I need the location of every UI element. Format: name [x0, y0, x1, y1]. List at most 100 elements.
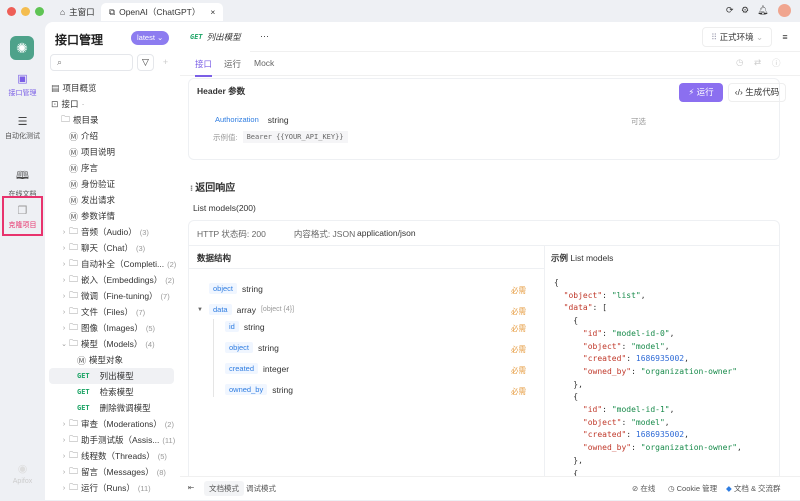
- minimize-window-button[interactable]: [21, 7, 30, 16]
- label: (5): [145, 323, 156, 333]
- maximize-window-button[interactable]: [35, 7, 44, 16]
- api-tree: ▤ 项目概览 ⊡ 接口 · 🗀︎ 根目录 Ⓜ 介绍 Ⓜ 项目说明 Ⓜ 序言 Ⓜ 身份验证 Ⓜ 发出请求 Ⓜ 参数详情…: [45, 80, 180, 496]
- rail-label: 接口管理: [8, 90, 37, 97]
- cookie-button[interactable]: ◷ Cookie 管理: [668, 484, 718, 493]
- tree-folder[interactable]: › 🗀︎ 聊天（Chat） (3): [45, 240, 180, 256]
- label: 运行（Runs）: [81, 483, 135, 493]
- tab-api[interactable]: 接口: [195, 58, 213, 77]
- rail-item-autotest[interactable]: ☰ 自动化测试: [2, 115, 43, 141]
- rail-item-clone[interactable]: ❐ 克隆项目: [2, 196, 43, 236]
- tree-endpoint[interactable]: GET 检索模型: [45, 384, 180, 400]
- chevron-right-icon[interactable]: ›: [62, 324, 66, 332]
- tree-folder[interactable]: › 🗀︎ 音频（Audio） (3): [45, 224, 180, 240]
- chevron-right-icon[interactable]: ›: [62, 452, 66, 460]
- method-badge: GET: [77, 404, 90, 412]
- field-type: string: [242, 283, 263, 294]
- refresh-icon[interactable]: ⟳: [726, 5, 734, 15]
- menu-icon[interactable]: ≡: [782, 32, 788, 42]
- json-line: },: [554, 379, 583, 389]
- folder-icon: 🗀︎: [69, 306, 79, 316]
- tree-folder[interactable]: › 🗀︎ 文件（Files） (7): [45, 304, 180, 320]
- rail-item-docs[interactable]: 🕮︎ 在线文档: [2, 167, 43, 199]
- tree-folder[interactable]: › 🗀︎ 嵌入（Embeddings） (2): [45, 272, 180, 288]
- doc-mode-button[interactable]: 文档模式: [204, 481, 244, 496]
- tree-folder[interactable]: › 🗀︎ 微调（Fine-tuning） (7): [45, 288, 180, 304]
- folder-icon: 🗀︎: [69, 418, 79, 428]
- label: latest: [137, 33, 155, 42]
- tree-doc[interactable]: Ⓜ 发出请求: [45, 192, 180, 208]
- tree-folder[interactable]: › 🗀︎ 运行（Runs） (11): [45, 480, 180, 496]
- tree-doc[interactable]: Ⓜ 身份验证: [45, 176, 180, 192]
- link-icon: ⧉: [109, 6, 116, 17]
- tab-home[interactable]: ⌂ 主窗口: [52, 3, 103, 21]
- chevron-right-icon[interactable]: ›: [62, 484, 66, 492]
- add-button[interactable]: +: [162, 57, 169, 67]
- label: 文件（Files）: [81, 307, 133, 317]
- environment-select[interactable]: ⠿ 正式环境 ⌄: [702, 27, 772, 47]
- tree-folder[interactable]: › 🗀︎ 图像（Images） (5): [45, 320, 180, 336]
- chevron-right-icon[interactable]: ›: [62, 244, 66, 252]
- tree-api-root[interactable]: ⊡ 接口 ·: [51, 98, 85, 110]
- close-window-button[interactable]: [7, 7, 16, 16]
- label: (11): [137, 483, 151, 493]
- bell-icon[interactable]: 🔔︎: [757, 5, 769, 15]
- doc-tab[interactable]: GET 列出模型: [180, 22, 250, 52]
- generate-code-button[interactable]: ‹/› 生成代码: [728, 83, 786, 102]
- history-icon[interactable]: ◷: [736, 57, 744, 67]
- tree-doc[interactable]: Ⓜ 介绍: [45, 128, 180, 144]
- tree-folder[interactable]: › 🗀︎ 助手测试版（Assis... (11): [45, 432, 180, 448]
- online-status[interactable]: ⊘ 在线: [632, 484, 656, 493]
- debug-mode-button[interactable]: 调试模式: [246, 484, 276, 493]
- info-icon[interactable]: ⓘ: [772, 58, 781, 68]
- chevron-right-icon[interactable]: ›: [62, 420, 66, 428]
- tree-folder[interactable]: › 🗀︎ 留言（Messages） (8): [45, 464, 180, 480]
- label: 在线: [640, 484, 656, 493]
- label: 序言: [81, 163, 99, 173]
- tree-doc[interactable]: Ⓜ 模型对象: [45, 352, 180, 368]
- rail-item-api[interactable]: ▣ 接口管理: [2, 72, 43, 98]
- tree-overview[interactable]: ▤ 项目概览: [45, 80, 180, 96]
- folder-open-icon: 🗀︎: [61, 114, 71, 124]
- tree-endpoint[interactable]: GET 删除微调模型: [45, 400, 180, 416]
- chevron-right-icon[interactable]: ›: [62, 436, 66, 444]
- chevron-right-icon[interactable]: ›: [62, 260, 66, 268]
- chevron-right-icon[interactable]: ›: [62, 468, 66, 476]
- chevron-right-icon[interactable]: ›: [62, 308, 66, 316]
- chevron-right-icon[interactable]: ›: [62, 276, 66, 284]
- tree-folder[interactable]: › 🗀︎ 线程数（Threads） (5): [45, 448, 180, 464]
- tree-endpoint[interactable]: GET 列出模型: [49, 368, 174, 384]
- tab-openai[interactable]: ⧉ OpenAI（ChatGPT） ×: [101, 3, 224, 21]
- search-input[interactable]: ⌕: [50, 54, 133, 71]
- avatar[interactable]: [778, 4, 791, 17]
- main-panel: GET 列出模型 ··· ⠿ 正式环境 ⌄ ≡ 接口 运行 Mock ◷ ⇄ ⓘ …: [180, 22, 800, 501]
- tab-mock[interactable]: Mock: [254, 58, 275, 68]
- tree-doc[interactable]: Ⓜ 序言: [45, 160, 180, 176]
- tree-folder[interactable]: ⌄ 🗀︎ 模型（Models） (4): [45, 336, 180, 352]
- tree-folder[interactable]: › 🗀︎ 审查（Moderations） (2): [45, 416, 180, 432]
- project-logo[interactable]: ✺: [10, 36, 34, 60]
- rail-label: 克隆项目: [8, 222, 37, 229]
- community-button[interactable]: ◆ 文档 & 交流群: [726, 484, 781, 493]
- chevron-right-icon[interactable]: ›: [62, 292, 66, 300]
- folder-icon: 🗀︎: [69, 338, 79, 348]
- more-tabs-button[interactable]: ···: [260, 31, 269, 41]
- label: 参数详情: [81, 211, 116, 221]
- chevron-right-icon[interactable]: ›: [62, 228, 66, 236]
- filter-button[interactable]: ▽: [137, 54, 154, 71]
- version-select[interactable]: latest ⌄: [131, 31, 170, 45]
- close-tab-icon[interactable]: ×: [210, 7, 216, 17]
- tree-doc[interactable]: Ⓜ 项目说明: [45, 144, 180, 160]
- tree-folder[interactable]: › 🗀︎ 自动补全（Completi... (2): [45, 256, 180, 272]
- tab-run[interactable]: 运行: [224, 59, 242, 69]
- json-line: "id": "model-id-1",: [582, 405, 675, 415]
- caret-down-icon[interactable]: ▼: [197, 306, 203, 313]
- example-value: Bearer {{YOUR_API_KEY}}: [242, 131, 348, 143]
- run-button[interactable]: ⚡︎ 运行: [679, 83, 723, 102]
- share-icon[interactable]: ⇄: [754, 57, 762, 67]
- tree-root-folder[interactable]: 🗀︎ 根目录: [45, 112, 180, 128]
- chevron-down-icon[interactable]: ⌄: [61, 341, 67, 348]
- response-tab[interactable]: List models(200): [193, 203, 256, 213]
- settings-icon[interactable]: ⚙: [741, 5, 750, 15]
- tree-doc[interactable]: Ⓜ 参数详情: [45, 208, 180, 224]
- collapse-sidebar-icon[interactable]: ⇤: [188, 483, 195, 492]
